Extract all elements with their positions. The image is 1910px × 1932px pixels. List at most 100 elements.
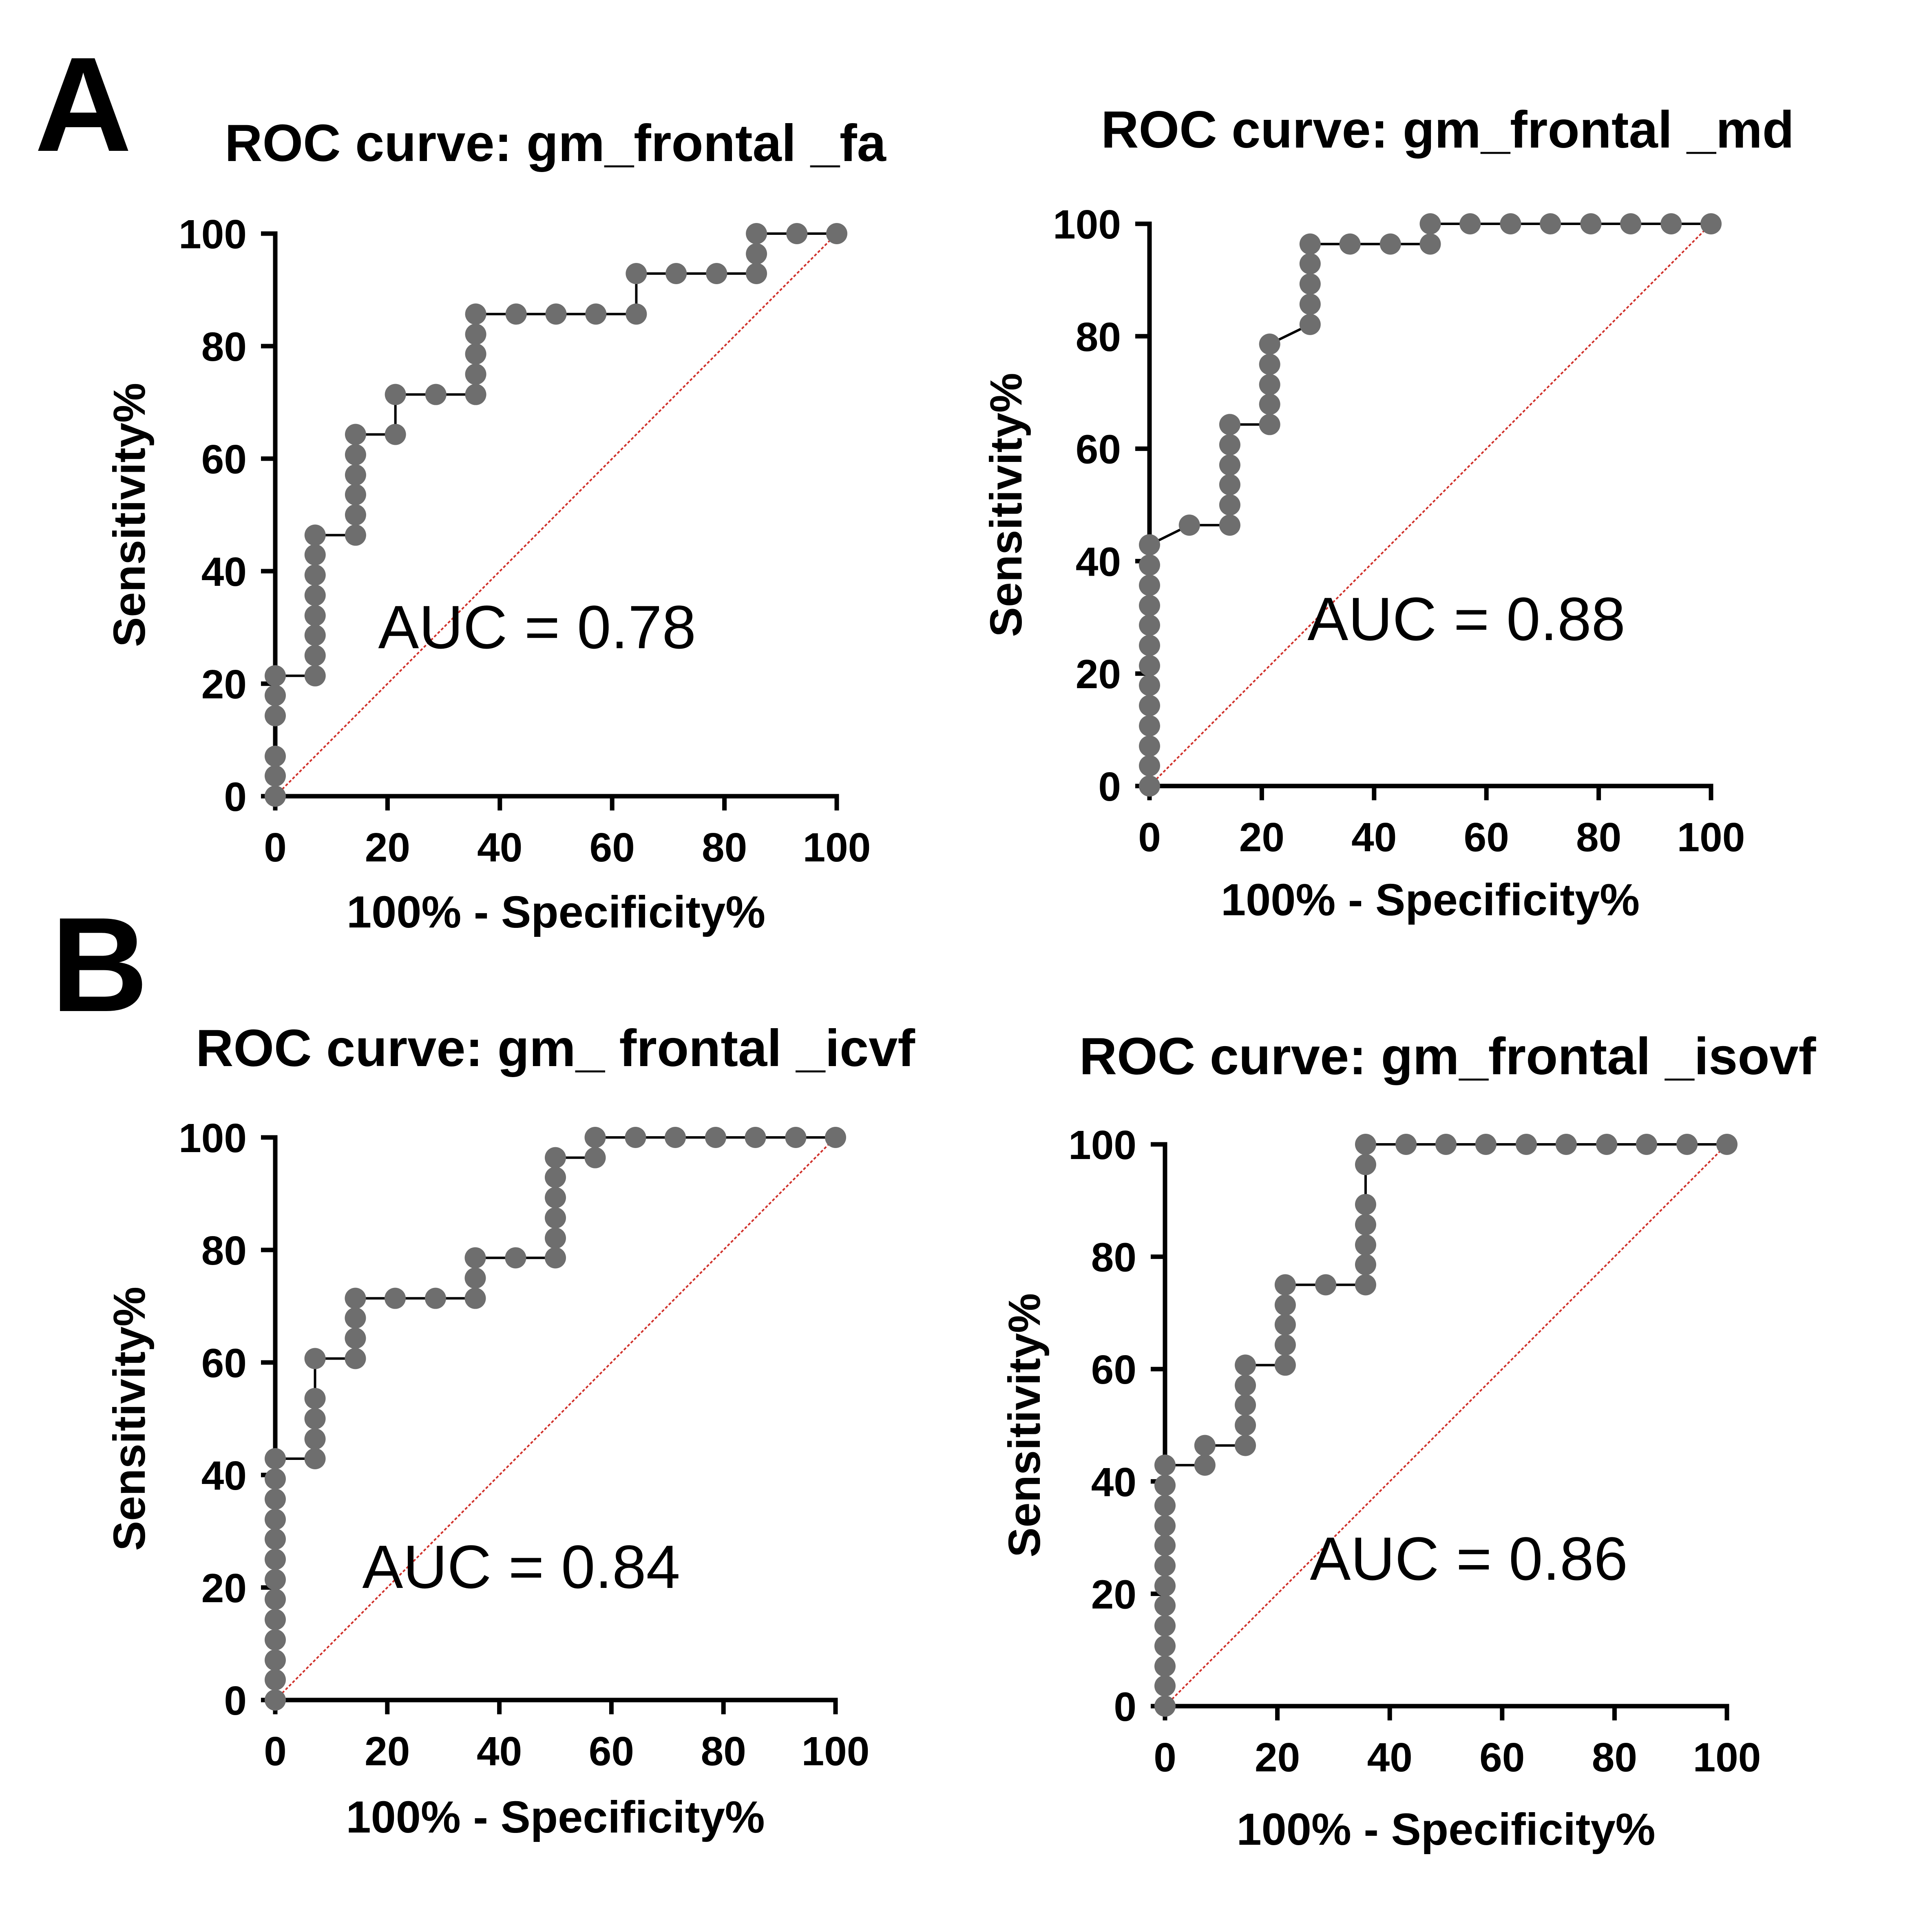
roc-point-isovf — [1154, 1555, 1176, 1577]
x-tick-label-fa-80: 80 — [702, 825, 747, 870]
reference-line-icvf — [274, 1137, 836, 1701]
roc-point-fa — [265, 705, 286, 726]
roc-point-md — [1219, 514, 1240, 536]
x-tick-label-md-60: 60 — [1464, 815, 1509, 860]
x-tick-label-isovf-40: 40 — [1367, 1735, 1413, 1780]
y-tick-label-fa-60: 60 — [201, 437, 247, 482]
y-tick-label-isovf-80: 80 — [1091, 1235, 1136, 1281]
y-axis-label-isovf: Sensitivity% — [999, 1293, 1050, 1557]
chart-title-fa: ROC curve: gm_frontal _fa — [225, 114, 886, 172]
roc-point-md — [1299, 273, 1321, 295]
y-tick-label-isovf-0: 0 — [1114, 1684, 1136, 1730]
roc-point-icvf — [265, 1569, 286, 1590]
roc-point-md — [1339, 233, 1361, 255]
roc-point-icvf — [584, 1147, 606, 1168]
roc-point-icvf — [625, 1127, 646, 1148]
roc-point-icvf — [265, 1629, 286, 1651]
x-tick-label-md-20: 20 — [1239, 815, 1284, 860]
roc-point-isovf — [1194, 1435, 1216, 1456]
x-tick-label-md-0: 0 — [1138, 815, 1161, 860]
x-tick-label-icvf-0: 0 — [264, 1729, 287, 1774]
roc-point-fa — [505, 303, 527, 325]
x-tick-label-isovf-60: 60 — [1479, 1735, 1525, 1780]
roc-point-isovf — [1435, 1134, 1457, 1155]
roc-point-isovf — [1475, 1134, 1497, 1155]
reference-line-md — [1149, 223, 1712, 787]
roc-point-md — [1139, 695, 1160, 716]
x-tick-label-icvf-80: 80 — [701, 1729, 746, 1774]
roc-point-fa — [465, 364, 486, 385]
roc-point-isovf — [1235, 1354, 1256, 1376]
roc-point-icvf — [545, 1166, 566, 1188]
roc-point-icvf — [345, 1307, 366, 1329]
charts-group: ROC curve: gm_frontal _fa 0 20 40 60 80 100 0 20… — [104, 101, 1816, 1855]
roc-point-isovf — [1154, 1495, 1176, 1517]
roc-point-icvf — [265, 1649, 286, 1671]
roc-point-md — [1419, 233, 1441, 255]
x-tick-label-icvf-20: 20 — [365, 1729, 410, 1774]
roc-point-isovf — [1355, 1134, 1376, 1155]
x-tick-label-icvf-40: 40 — [477, 1729, 522, 1774]
roc-point-md — [1178, 514, 1200, 536]
roc-point-md — [1219, 454, 1240, 476]
roc-point-fa — [304, 665, 326, 687]
roc-point-isovf — [1274, 1354, 1296, 1376]
roc-point-md — [1500, 213, 1521, 234]
roc-point-md — [1259, 374, 1280, 395]
roc-point-fa — [826, 223, 847, 244]
y-tick-label-fa-40: 40 — [201, 549, 247, 595]
roc-point-isovf — [1154, 1635, 1176, 1657]
roc-point-fa — [465, 324, 486, 345]
roc-point-md — [1620, 213, 1642, 234]
roc-point-icvf — [265, 1588, 286, 1610]
x-tick-label-md-100: 100 — [1677, 815, 1745, 860]
roc-point-isovf — [1154, 1454, 1176, 1476]
y-tick-label-fa-80: 80 — [201, 324, 247, 370]
roc-chart-md: ROC curve: gm_frontal _md 0 20 40 60 80 100 0 20… — [981, 101, 1794, 925]
roc-point-icvf — [785, 1127, 807, 1148]
roc-point-icvf — [304, 1408, 326, 1429]
roc-point-fa — [345, 484, 366, 506]
x-tick-label-md-80: 80 — [1576, 815, 1621, 860]
roc-point-fa — [385, 424, 406, 445]
roc-point-isovf — [1355, 1274, 1376, 1296]
roc-point-icvf — [265, 1669, 286, 1691]
roc-point-icvf — [705, 1127, 726, 1148]
roc-point-icvf — [825, 1127, 846, 1148]
roc-point-md — [1299, 253, 1321, 274]
y-tick-label-isovf-40: 40 — [1091, 1459, 1136, 1505]
roc-point-fa — [746, 243, 767, 265]
roc-point-fa — [665, 263, 687, 284]
roc-point-isovf — [1395, 1134, 1417, 1155]
roc-point-md — [1459, 213, 1481, 234]
roc-point-icvf — [545, 1207, 566, 1229]
roc-point-isovf — [1154, 1656, 1176, 1677]
x-axis-label-fa: 100% - Specificity% — [347, 887, 765, 937]
x-axis-label-md: 100% - Specificity% — [1221, 875, 1640, 925]
roc-point-isovf — [1194, 1454, 1216, 1476]
roc-point-fa — [345, 504, 366, 526]
roc-point-isovf — [1154, 1696, 1176, 1717]
roc-point-fa — [345, 444, 366, 466]
y-tick-label-fa-100: 100 — [179, 212, 247, 257]
y-axis-label-fa: Sensitivity% — [104, 383, 155, 647]
roc-point-isovf — [1355, 1254, 1376, 1275]
roc-point-isovf — [1355, 1154, 1376, 1175]
chart-title-isovf: ROC curve: gm_frontal _isovf — [1079, 1027, 1816, 1086]
roc-point-md — [1219, 474, 1240, 495]
y-tick-label-md-80: 80 — [1076, 314, 1121, 360]
roc-chart-fa: ROC curve: gm_frontal _fa 0 20 40 60 80 100 0 20… — [104, 114, 886, 937]
roc-point-fa — [304, 585, 326, 606]
roc-point-icvf — [265, 1488, 286, 1510]
y-axis-label-icvf: Sensitivity% — [104, 1287, 155, 1551]
roc-chart-isovf: ROC curve: gm_frontal _isovf 0 20 40 60 80 100… — [999, 1027, 1816, 1855]
x-tick-label-fa-60: 60 — [590, 825, 635, 870]
reference-line-fa — [274, 233, 838, 797]
roc-point-md — [1299, 314, 1321, 335]
roc-point-isovf — [1516, 1134, 1537, 1155]
roc-point-fa — [304, 524, 326, 546]
roc-point-md — [1139, 614, 1160, 636]
y-tick-label-md-0: 0 — [1098, 764, 1121, 810]
roc-point-icvf — [265, 1509, 286, 1530]
